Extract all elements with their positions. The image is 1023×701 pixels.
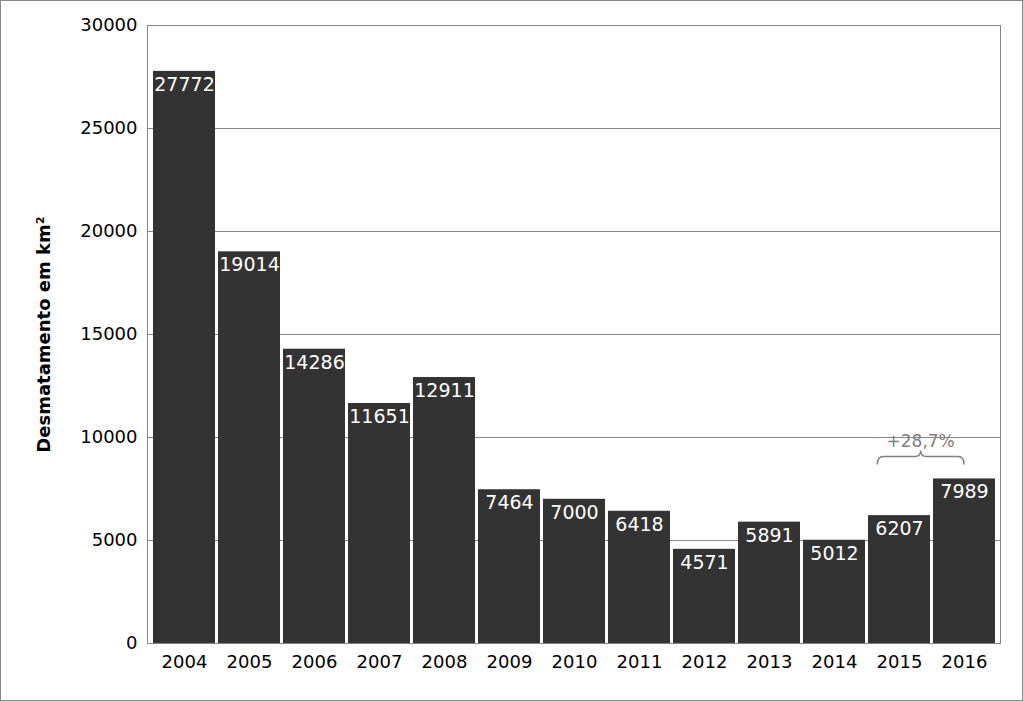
- svg-text:10000: 10000: [80, 426, 137, 447]
- svg-text:2005: 2005: [227, 651, 273, 672]
- svg-text:14286: 14286: [284, 351, 344, 373]
- svg-text:2012: 2012: [682, 651, 728, 672]
- svg-text:7464: 7464: [485, 491, 533, 513]
- svg-text:2014: 2014: [812, 651, 858, 672]
- svg-text:7000: 7000: [550, 501, 598, 523]
- svg-text:6418: 6418: [615, 513, 663, 535]
- svg-text:6207: 6207: [875, 517, 923, 539]
- svg-text:12911: 12911: [414, 379, 474, 401]
- svg-text:25000: 25000: [80, 117, 137, 138]
- svg-text:2009: 2009: [487, 651, 533, 672]
- svg-text:4571: 4571: [680, 551, 728, 573]
- svg-text:20000: 20000: [80, 220, 137, 241]
- svg-text:2004: 2004: [162, 651, 208, 672]
- svg-text:19014: 19014: [219, 253, 279, 275]
- svg-text:7989: 7989: [940, 480, 988, 502]
- svg-text:27772: 27772: [154, 73, 214, 95]
- svg-text:Desmatamento em km²: Desmatamento em km²: [33, 216, 54, 452]
- svg-text:2011: 2011: [617, 651, 663, 672]
- svg-text:15000: 15000: [80, 323, 137, 344]
- svg-text:+28,7%: +28,7%: [887, 431, 955, 451]
- svg-text:2015: 2015: [877, 651, 923, 672]
- svg-text:2013: 2013: [747, 651, 793, 672]
- svg-text:5012: 5012: [810, 542, 858, 564]
- svg-text:2006: 2006: [292, 651, 338, 672]
- svg-text:5000: 5000: [92, 529, 138, 550]
- svg-text:11651: 11651: [349, 405, 409, 427]
- svg-text:30000: 30000: [80, 14, 137, 35]
- svg-text:5891: 5891: [745, 524, 793, 546]
- svg-text:2008: 2008: [422, 651, 468, 672]
- svg-text:2016: 2016: [942, 651, 988, 672]
- svg-text:2007: 2007: [357, 651, 403, 672]
- svg-text:2010: 2010: [552, 651, 598, 672]
- svg-text:0: 0: [126, 632, 137, 653]
